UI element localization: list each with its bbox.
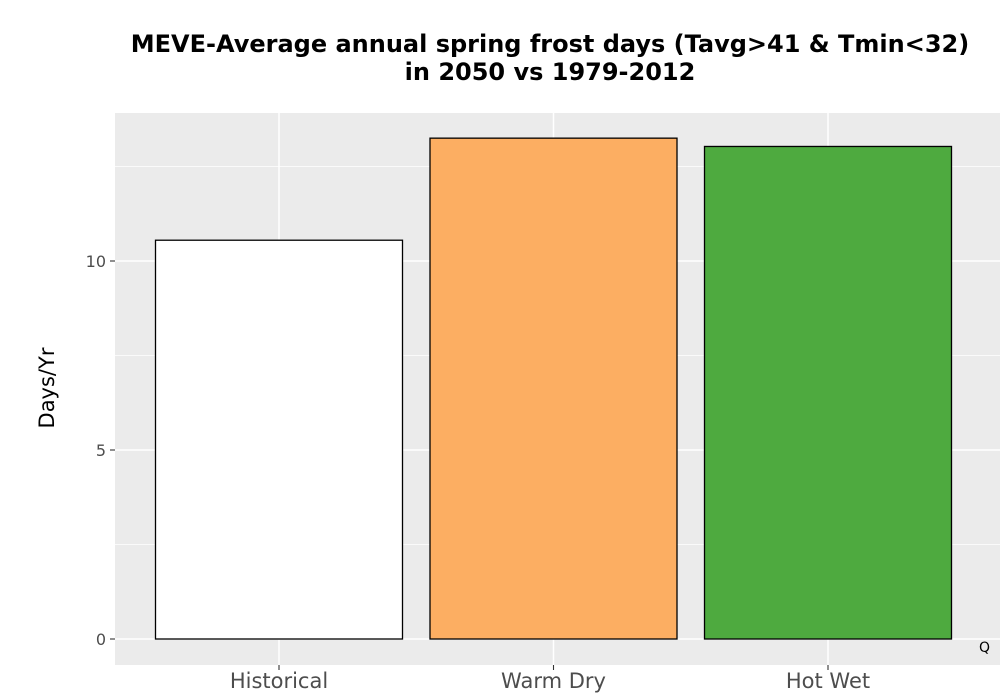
x-tick-label: Warm Dry	[501, 669, 606, 693]
bar-warm-dry	[429, 137, 678, 640]
bar-historical	[154, 239, 404, 640]
y-tick-label: 0	[96, 630, 106, 649]
y-axis: 0 5 10	[86, 252, 115, 649]
x-tick-label: Historical	[230, 669, 328, 693]
chart-title-line-1: MEVE-Average annual spring frost days (T…	[130, 30, 970, 58]
corner-tag: Q	[979, 640, 991, 656]
y-tick-label: 10	[86, 252, 106, 271]
y-tick-label: 5	[96, 441, 106, 460]
chart-title: MEVE-Average annual spring frost days (T…	[0, 30, 1000, 86]
chart-title-line-2: in 2050 vs 1979-2012	[404, 58, 696, 86]
x-axis: Historical Warm Dry Hot Wet	[230, 665, 870, 693]
bar-hot-wet	[703, 145, 953, 640]
x-tick-label: Hot Wet	[786, 669, 870, 693]
bars	[154, 137, 953, 640]
